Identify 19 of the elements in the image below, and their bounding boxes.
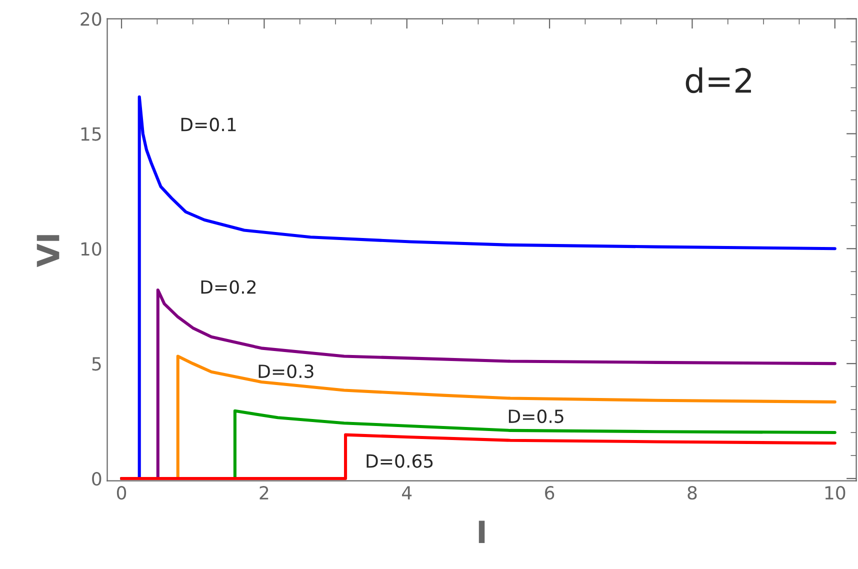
- y-tick-label: 20: [80, 12, 102, 26]
- text: D=0.1: [181, 118, 236, 132]
- x-tick-label: 0: [116, 486, 126, 500]
- series-label: D=0.2: [201, 280, 256, 294]
- series-label: D=0.5: [508, 409, 564, 424]
- series-label: D=0.65: [366, 454, 433, 468]
- y-tick-label: 10: [81, 242, 102, 256]
- x-tick-label: 2: [260, 486, 268, 500]
- y-tick-label: 0: [92, 472, 102, 486]
- x-tick-label: 10: [825, 486, 846, 500]
- x-axis-title: I: [478, 520, 485, 544]
- series-label: D=0.3: [258, 364, 314, 378]
- y-axis-title: VI: [36, 235, 60, 268]
- x-tick-label: 8: [688, 486, 697, 500]
- x-tick-label: 6: [545, 486, 554, 500]
- x-tick-label: 4: [402, 486, 412, 500]
- y-tick-label: 5: [92, 357, 101, 371]
- annotation: d=2: [686, 67, 751, 94]
- y-tick-label: 15: [81, 127, 101, 141]
